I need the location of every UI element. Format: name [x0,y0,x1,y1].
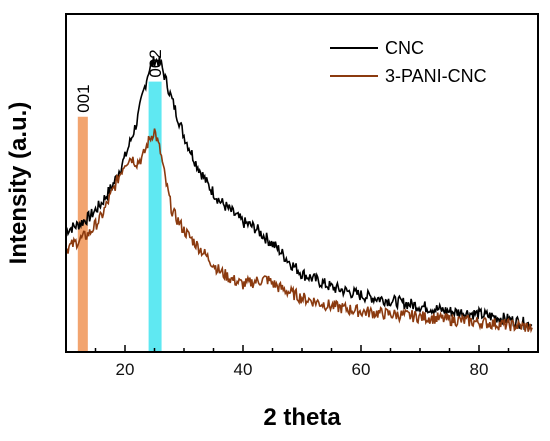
series-lines [65,56,533,334]
y-axis-title: Intensity (a.u.) [5,102,32,265]
series-line-3-pani-cnc [65,128,533,334]
series-line-cnc [65,56,533,331]
x-tick-label: 60 [352,360,371,379]
band-label-002: 002 [146,49,165,77]
band-labels: 001 002 [74,49,165,113]
band-002 [148,81,162,352]
x-axis-ticks: 20 40 60 80 [94,345,510,379]
legend-label-cnc: CNC [385,38,424,58]
x-tick-label: 40 [234,360,253,379]
x-tick-label: 20 [116,360,135,379]
x-tick-label: 80 [470,360,489,379]
band-label-001: 001 [74,84,93,112]
legend: CNC 3-PANI-CNC [330,38,487,86]
x-axis-title: 2 theta [263,404,341,431]
legend-label-3-pani-cnc: 3-PANI-CNC [385,66,487,86]
